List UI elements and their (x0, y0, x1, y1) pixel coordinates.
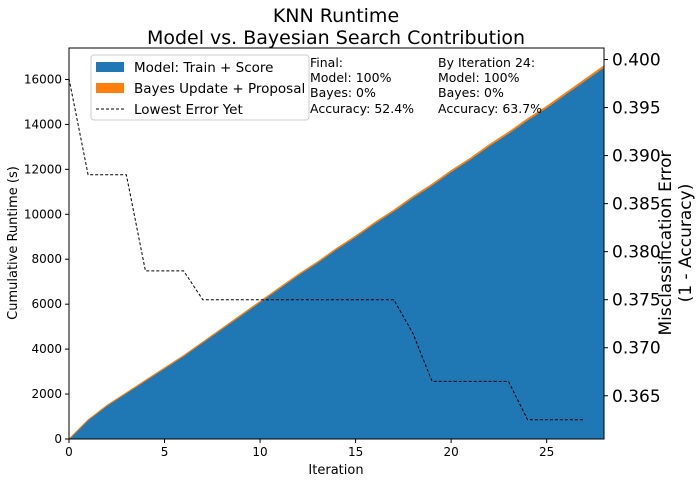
x-tick-label: 10 (252, 445, 267, 459)
lowest-error-layer (68, 78, 585, 421)
y-tick-label: 8000 (31, 252, 62, 266)
legend-label-lowest-error: Lowest Error Yet (134, 102, 243, 118)
annotation-final: Final: Model: 100% Bayes: 0% Accuracy: 5… (310, 55, 414, 116)
y2-tick-label: 0.395 (612, 99, 661, 119)
area-model-train-score (69, 67, 604, 439)
y2-tick-label: 0.390 (612, 147, 661, 167)
legend-swatch-model (96, 62, 124, 72)
x-tick-label: 0 (65, 445, 73, 459)
y2-tick-label: 0.380 (612, 243, 661, 263)
annotation-iter24-line-2: Model: 100% (438, 70, 520, 85)
x-axis-label: Iteration (308, 463, 363, 478)
y2-tick-label: 0.375 (612, 291, 661, 311)
lowest-error-line (68, 78, 585, 421)
y-axis-right: 0.365 0.370 0.375 0.380 0.385 0.390 0.395 0.400 (604, 51, 661, 407)
y-tick-label: 12000 (24, 162, 62, 176)
chart-title-line-1: KNN Runtime (273, 5, 399, 27)
y2-tick-label: 0.365 (612, 387, 661, 407)
y-tick-label: 14000 (24, 117, 62, 131)
x-tick-label: 20 (444, 445, 459, 459)
y-axis-label: Cumulative Runtime (s) (6, 166, 21, 320)
annotation-final-line-2: Model: 100% (310, 70, 392, 85)
area-layer (68, 64, 605, 440)
y2-tick-label: 0.370 (612, 339, 661, 359)
x-axis: 0 5 10 15 20 25 (65, 439, 554, 459)
y-tick-label: 2000 (31, 387, 62, 401)
y-tick-label: 4000 (31, 342, 62, 356)
legend-swatch-bayes (96, 83, 124, 93)
annotation-final-line-3: Bayes: 0% (310, 85, 376, 100)
legend-box (90, 54, 310, 121)
legend-label-model: Model: Train + Score (134, 60, 273, 76)
x-tick-label: 15 (348, 445, 363, 459)
legend-label-bayes: Bayes Update + Proposal (134, 81, 305, 97)
y2-tick-label: 0.385 (612, 195, 661, 215)
annotation-iter24-line-1: By Iteration 24: (438, 55, 535, 70)
annotation-iteration-24: By Iteration 24: Model: 100% Bayes: 0% A… (438, 55, 542, 116)
annotation-final-line-4: Accuracy: 52.4% (310, 101, 414, 116)
annotation-iter24-line-4: Accuracy: 63.7% (438, 101, 542, 116)
y-tick-label: 10000 (24, 207, 62, 221)
plot-frame (68, 47, 605, 440)
annotation-iter24-line-3: Bayes: 0% (438, 85, 504, 100)
y2-tick-label: 0.400 (612, 51, 661, 71)
x-tick-label: 25 (539, 445, 554, 459)
x-tick-label: 5 (161, 445, 169, 459)
legend: Model: Train + Score Bayes Update + Prop… (90, 54, 310, 121)
y-tick-label: 6000 (31, 297, 62, 311)
y-tick-label: 0 (54, 432, 62, 446)
y-tick-label: 16000 (24, 72, 62, 86)
chart-title-line-2: Model vs. Bayesian Search Contribution (147, 27, 525, 49)
y2-axis-label-line-2: (1 - Accuracy) (676, 184, 696, 303)
y-axis-left: 0 2000 4000 6000 8000 10000 12000 14000 16000 (24, 72, 69, 446)
y2-axis-label-line-1: Misclassification Error (656, 150, 676, 335)
annotation-final-line-1: Final: (310, 55, 343, 70)
